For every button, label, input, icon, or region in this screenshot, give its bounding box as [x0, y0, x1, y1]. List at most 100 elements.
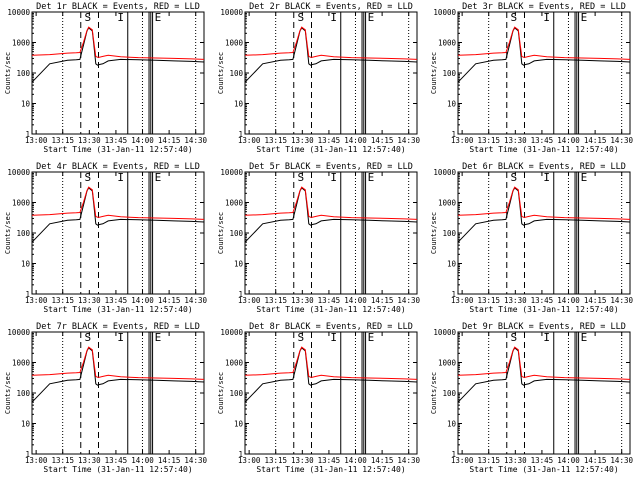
x-tick-label: 14:30	[184, 296, 207, 305]
marker-letter: S	[511, 11, 518, 24]
y-tick-label: 10	[21, 100, 31, 109]
panel-title: Det 6r BLACK = Events, RED = LLD	[462, 162, 626, 172]
y-tick-label: 10000	[220, 328, 243, 337]
plot-frame	[31, 11, 205, 135]
x-tick-label: 13:00	[238, 136, 261, 145]
events-series	[457, 347, 631, 403]
x-tick-label: 14:15	[158, 456, 181, 465]
y-axis-label: Counts/sec	[217, 372, 225, 414]
y-tick-label: 10	[234, 260, 244, 269]
detector-panel: Det 8r BLACK = Events, RED = LLD 1 10 100 10…	[217, 322, 420, 474]
y-tick-label: 10000	[433, 8, 456, 17]
x-tick-label: 13:00	[238, 456, 261, 465]
y-tick-label: 1	[451, 290, 456, 299]
events-series	[244, 187, 418, 243]
lld-series	[31, 186, 205, 220]
y-tick-label: 100	[16, 389, 30, 398]
y-tick-label: 10	[21, 260, 31, 269]
plot-frame	[457, 331, 631, 455]
x-tick-label: 14:00	[344, 136, 367, 145]
x-tick-label: 13:15	[477, 136, 500, 145]
y-tick-label: 10000	[220, 168, 243, 177]
marker-letter: I	[330, 171, 337, 184]
events-series	[244, 347, 418, 403]
x-tick-label: 14:30	[397, 136, 420, 145]
x-tick-label: 13:45	[105, 296, 128, 305]
x-tick-label: 14:15	[371, 456, 394, 465]
x-tick-label: 13:15	[264, 456, 287, 465]
panel-title: Det 5r BLACK = Events, RED = LLD	[249, 162, 413, 172]
y-tick-label: 1000	[12, 359, 31, 368]
y-axis-label: Counts/sec	[217, 212, 225, 254]
detector-panel: Det 4r BLACK = Events, RED = LLD 1 10 100 10…	[4, 162, 207, 314]
y-tick-label: 1	[238, 450, 243, 459]
marker-letter: E	[581, 331, 588, 344]
x-axis-label: Start Time (31-Jan-11 12:57:40)	[256, 465, 405, 474]
y-tick-label: 100	[442, 69, 456, 78]
panel-title: Det 3r BLACK = Events, RED = LLD	[462, 2, 626, 12]
x-tick-label: 13:45	[318, 456, 341, 465]
marker-letter: S	[511, 331, 518, 344]
y-tick-label: 100	[16, 229, 30, 238]
marker-letter: I	[543, 171, 550, 184]
x-tick-label: 14:15	[371, 296, 394, 305]
lld-series	[457, 26, 631, 60]
y-tick-label: 10	[447, 100, 457, 109]
x-tick-label: 14:00	[344, 456, 367, 465]
x-tick-label: 13:30	[504, 296, 527, 305]
marker-letter: E	[368, 11, 375, 24]
x-tick-label: 14:15	[158, 136, 181, 145]
y-tick-label: 1	[238, 290, 243, 299]
plot-frame	[457, 171, 631, 295]
y-tick-label: 1000	[225, 39, 244, 48]
events-series	[31, 27, 205, 83]
lld-series	[457, 186, 631, 220]
x-tick-label: 14:30	[184, 456, 207, 465]
x-tick-label: 13:45	[531, 136, 554, 145]
lld-series	[31, 346, 205, 380]
y-tick-label: 1000	[225, 199, 244, 208]
y-tick-label: 100	[229, 69, 243, 78]
lld-series	[244, 26, 418, 60]
x-axis-label: Start Time (31-Jan-11 12:57:40)	[469, 145, 618, 154]
x-tick-label: 13:00	[238, 296, 261, 305]
y-tick-label: 1000	[438, 359, 457, 368]
marker-letter: I	[543, 11, 550, 24]
plot-frame	[457, 11, 631, 135]
lld-series	[244, 186, 418, 220]
x-tick-label: 13:15	[264, 296, 287, 305]
y-tick-label: 100	[229, 389, 243, 398]
x-tick-label: 14:15	[584, 456, 607, 465]
y-tick-label: 10	[234, 100, 244, 109]
marker-letter: I	[330, 11, 337, 24]
events-series	[457, 187, 631, 243]
x-tick-label: 13:00	[25, 136, 48, 145]
x-tick-label: 14:00	[557, 136, 580, 145]
marker-letter: E	[368, 171, 375, 184]
x-tick-label: 13:00	[25, 296, 48, 305]
x-tick-label: 13:45	[105, 136, 128, 145]
x-tick-label: 13:30	[78, 296, 101, 305]
x-tick-label: 14:15	[158, 296, 181, 305]
y-axis-label: Counts/sec	[217, 52, 225, 94]
x-tick-label: 13:30	[504, 136, 527, 145]
y-tick-label: 10	[447, 260, 457, 269]
panel-title: Det 7r BLACK = Events, RED = LLD	[36, 322, 200, 332]
detector-panel: Det 5r BLACK = Events, RED = LLD 1 10 100 10…	[217, 162, 420, 314]
y-tick-label: 1	[451, 130, 456, 139]
y-tick-label: 1000	[225, 359, 244, 368]
y-tick-label: 10	[21, 420, 31, 429]
plot-frame	[244, 331, 418, 455]
y-tick-label: 1	[25, 130, 30, 139]
marker-letter: S	[511, 171, 518, 184]
x-tick-label: 14:30	[610, 136, 633, 145]
x-tick-label: 13:30	[291, 456, 314, 465]
marker-letter: E	[368, 331, 375, 344]
detector-panel: Det 7r BLACK = Events, RED = LLD 1 10 100 10…	[4, 322, 207, 474]
lld-series	[457, 346, 631, 380]
panel-title: Det 1r BLACK = Events, RED = LLD	[36, 2, 200, 12]
x-tick-label: 13:45	[531, 296, 554, 305]
y-tick-label: 1000	[438, 199, 457, 208]
x-tick-label: 13:45	[318, 296, 341, 305]
